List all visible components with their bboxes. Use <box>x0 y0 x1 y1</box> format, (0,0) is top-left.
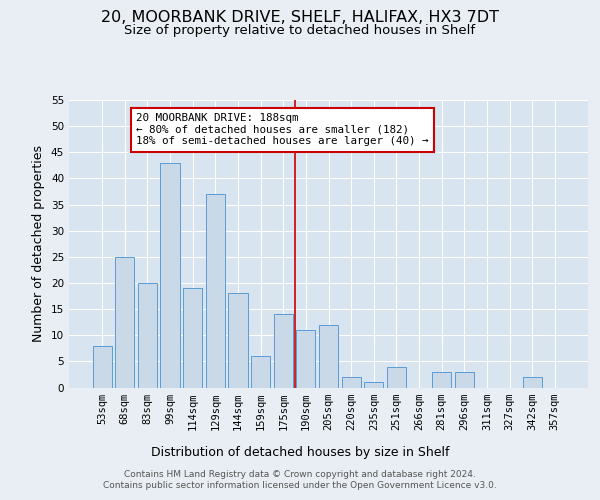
Bar <box>183 288 202 388</box>
Bar <box>206 194 225 388</box>
Text: Contains public sector information licensed under the Open Government Licence v3: Contains public sector information licen… <box>103 481 497 490</box>
Bar <box>523 377 542 388</box>
Text: 20, MOORBANK DRIVE, SHELF, HALIFAX, HX3 7DT: 20, MOORBANK DRIVE, SHELF, HALIFAX, HX3 … <box>101 10 499 25</box>
Y-axis label: Number of detached properties: Number of detached properties <box>32 145 46 342</box>
Bar <box>319 325 338 388</box>
Bar <box>229 294 248 388</box>
Bar <box>432 372 451 388</box>
Bar <box>92 346 112 388</box>
Bar <box>115 257 134 388</box>
Text: Size of property relative to detached houses in Shelf: Size of property relative to detached ho… <box>124 24 476 37</box>
Bar <box>364 382 383 388</box>
Bar <box>251 356 270 388</box>
Bar <box>274 314 293 388</box>
Text: Contains HM Land Registry data © Crown copyright and database right 2024.: Contains HM Land Registry data © Crown c… <box>124 470 476 479</box>
Bar <box>138 283 157 388</box>
Text: Distribution of detached houses by size in Shelf: Distribution of detached houses by size … <box>151 446 449 459</box>
Bar <box>455 372 474 388</box>
Bar <box>296 330 316 388</box>
Bar <box>387 366 406 388</box>
Text: 20 MOORBANK DRIVE: 188sqm
← 80% of detached houses are smaller (182)
18% of semi: 20 MOORBANK DRIVE: 188sqm ← 80% of detac… <box>136 113 428 146</box>
Bar <box>341 377 361 388</box>
Bar <box>160 162 180 388</box>
